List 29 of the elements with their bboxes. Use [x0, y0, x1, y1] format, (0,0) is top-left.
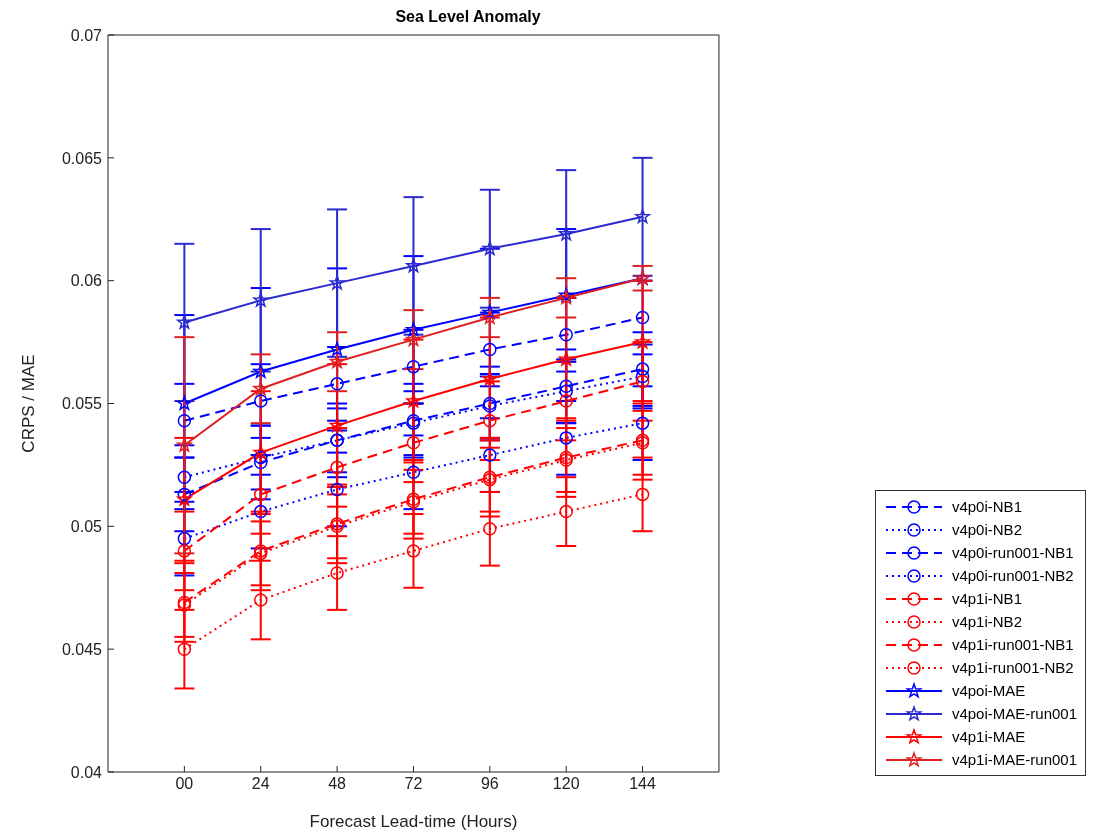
legend-label: v4p1i-NB1	[951, 590, 1022, 607]
y-tick-label: 0.045	[61, 640, 103, 658]
y-tick-label: 0.04	[70, 763, 103, 781]
legend-label: v4p0i-NB1	[951, 498, 1022, 515]
y-tick-label: 0.06	[70, 272, 103, 290]
x-tick-label: 120	[552, 775, 580, 793]
x-tick-label: 144	[629, 775, 657, 793]
legend-label: v4p1i-run001-NB1	[951, 636, 1074, 653]
legend-label: v4p1i-MAE-run001	[951, 751, 1077, 768]
legend-label: v4p1i-MAE	[951, 728, 1026, 745]
legend-label: v4poi-MAE	[951, 682, 1026, 699]
x-tick-label: 24	[251, 775, 270, 793]
x-tick-label: 72	[404, 775, 423, 793]
x-axis-title: Forecast Lead-time (Hours)	[309, 812, 518, 831]
legend-label: v4p0i-run001-NB2	[951, 567, 1074, 584]
legend-label: v4p1i-NB2	[951, 613, 1022, 630]
y-tick-label: 0.055	[61, 395, 103, 413]
legend-label: v4p1i-run001-NB2	[951, 659, 1074, 676]
x-tick-label: 96	[480, 775, 499, 793]
x-tick-label: 48	[328, 775, 347, 793]
y-axis-title: CRPS / MAE	[19, 354, 39, 453]
x-tick-label: 00	[175, 775, 194, 793]
legend-label: v4p0i-NB2	[951, 521, 1022, 538]
legend-label: v4poi-MAE-run001	[951, 705, 1077, 722]
y-tick-label: 0.07	[70, 26, 103, 44]
y-tick-label: 0.065	[61, 149, 103, 167]
chart-title: Sea Level Anomaly	[394, 8, 542, 27]
y-tick-label: 0.05	[70, 518, 103, 536]
legend-label: v4p0i-run001-NB1	[951, 544, 1074, 561]
